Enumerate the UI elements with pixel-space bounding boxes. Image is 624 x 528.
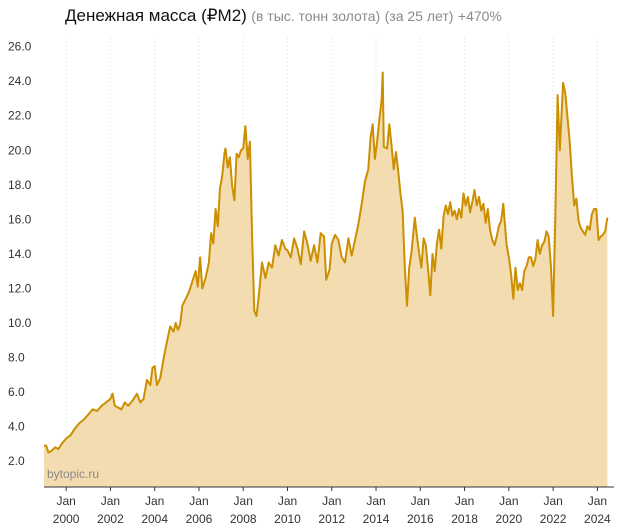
x-tick-label-year: 2014: [363, 512, 390, 526]
x-tick-label-year: 2006: [186, 512, 213, 526]
x-tick-label-month: Jan: [189, 494, 208, 508]
chart-subtitle-change: +470%: [457, 8, 502, 24]
y-tick-label: 16.0: [8, 212, 32, 226]
y-tick-label: 12.0: [8, 281, 32, 295]
x-tick-label-month: Jan: [145, 494, 164, 508]
y-tick-label: 4.0: [8, 420, 25, 434]
y-tick-label: 24.0: [8, 74, 32, 88]
y-tick-label: 22.0: [8, 109, 32, 123]
x-tick-label-month: Jan: [411, 494, 430, 508]
watermark-text: bytopic.ru: [47, 467, 99, 481]
x-tick-label-month: Jan: [455, 494, 474, 508]
y-tick-label: 26.0: [8, 40, 32, 54]
x-axis-ticks: Jan 2000 Jan 2002 Jan 2004 Jan 2006 Jan 2008 Jan 20…: [53, 487, 611, 526]
x-tick-label-month: Jan: [499, 494, 518, 508]
y-tick-label: 14.0: [8, 247, 32, 261]
x-tick-label-year: 2010: [274, 512, 301, 526]
y-tick-label: 18.0: [8, 178, 32, 192]
x-tick-label-month: Jan: [543, 494, 562, 508]
x-tick-label-month: Jan: [278, 494, 297, 508]
chart-subtitle-period: (за 25 лет): [384, 8, 454, 24]
x-tick-label-month: Jan: [234, 494, 253, 508]
x-tick-label-year: 2024: [584, 512, 611, 526]
y-tick-label: 10.0: [8, 316, 32, 330]
x-tick-label-year: 2004: [141, 512, 168, 526]
x-tick-label-month: Jan: [588, 494, 607, 508]
chart-title: Денежная масса (₽M2): [65, 6, 247, 25]
chart-title-row: Денежная масса (₽M2) (в тыс. тонн золота…: [65, 6, 502, 26]
y-tick-label: 6.0: [8, 385, 25, 399]
x-tick-label-month: Jan: [322, 494, 341, 508]
x-tick-label-month: Jan: [101, 494, 120, 508]
x-tick-label-year: 2016: [407, 512, 434, 526]
y-tick-label: 2.0: [8, 454, 25, 468]
chart-subtitle-units: (в тыс. тонн золота): [251, 8, 381, 24]
x-tick-label-year: 2018: [451, 512, 478, 526]
x-tick-label-year: 2012: [318, 512, 345, 526]
y-tick-label: 8.0: [8, 350, 25, 364]
x-tick-label-year: 2020: [496, 512, 523, 526]
y-axis-ticks: 2.0 4.0 6.0 8.0 10.0 12.0 14.0 16.0 18.0 20.0 22.0…: [8, 40, 32, 468]
x-tick-label-year: 2022: [540, 512, 567, 526]
x-tick-label-month: Jan: [366, 494, 385, 508]
y-tick-label: 20.0: [8, 143, 32, 157]
x-tick-label-year: 2000: [53, 512, 80, 526]
x-tick-label-year: 2008: [230, 512, 257, 526]
series-line: [44, 71, 609, 454]
x-tick-label-year: 2002: [97, 512, 124, 526]
x-tick-label-month: Jan: [56, 494, 75, 508]
